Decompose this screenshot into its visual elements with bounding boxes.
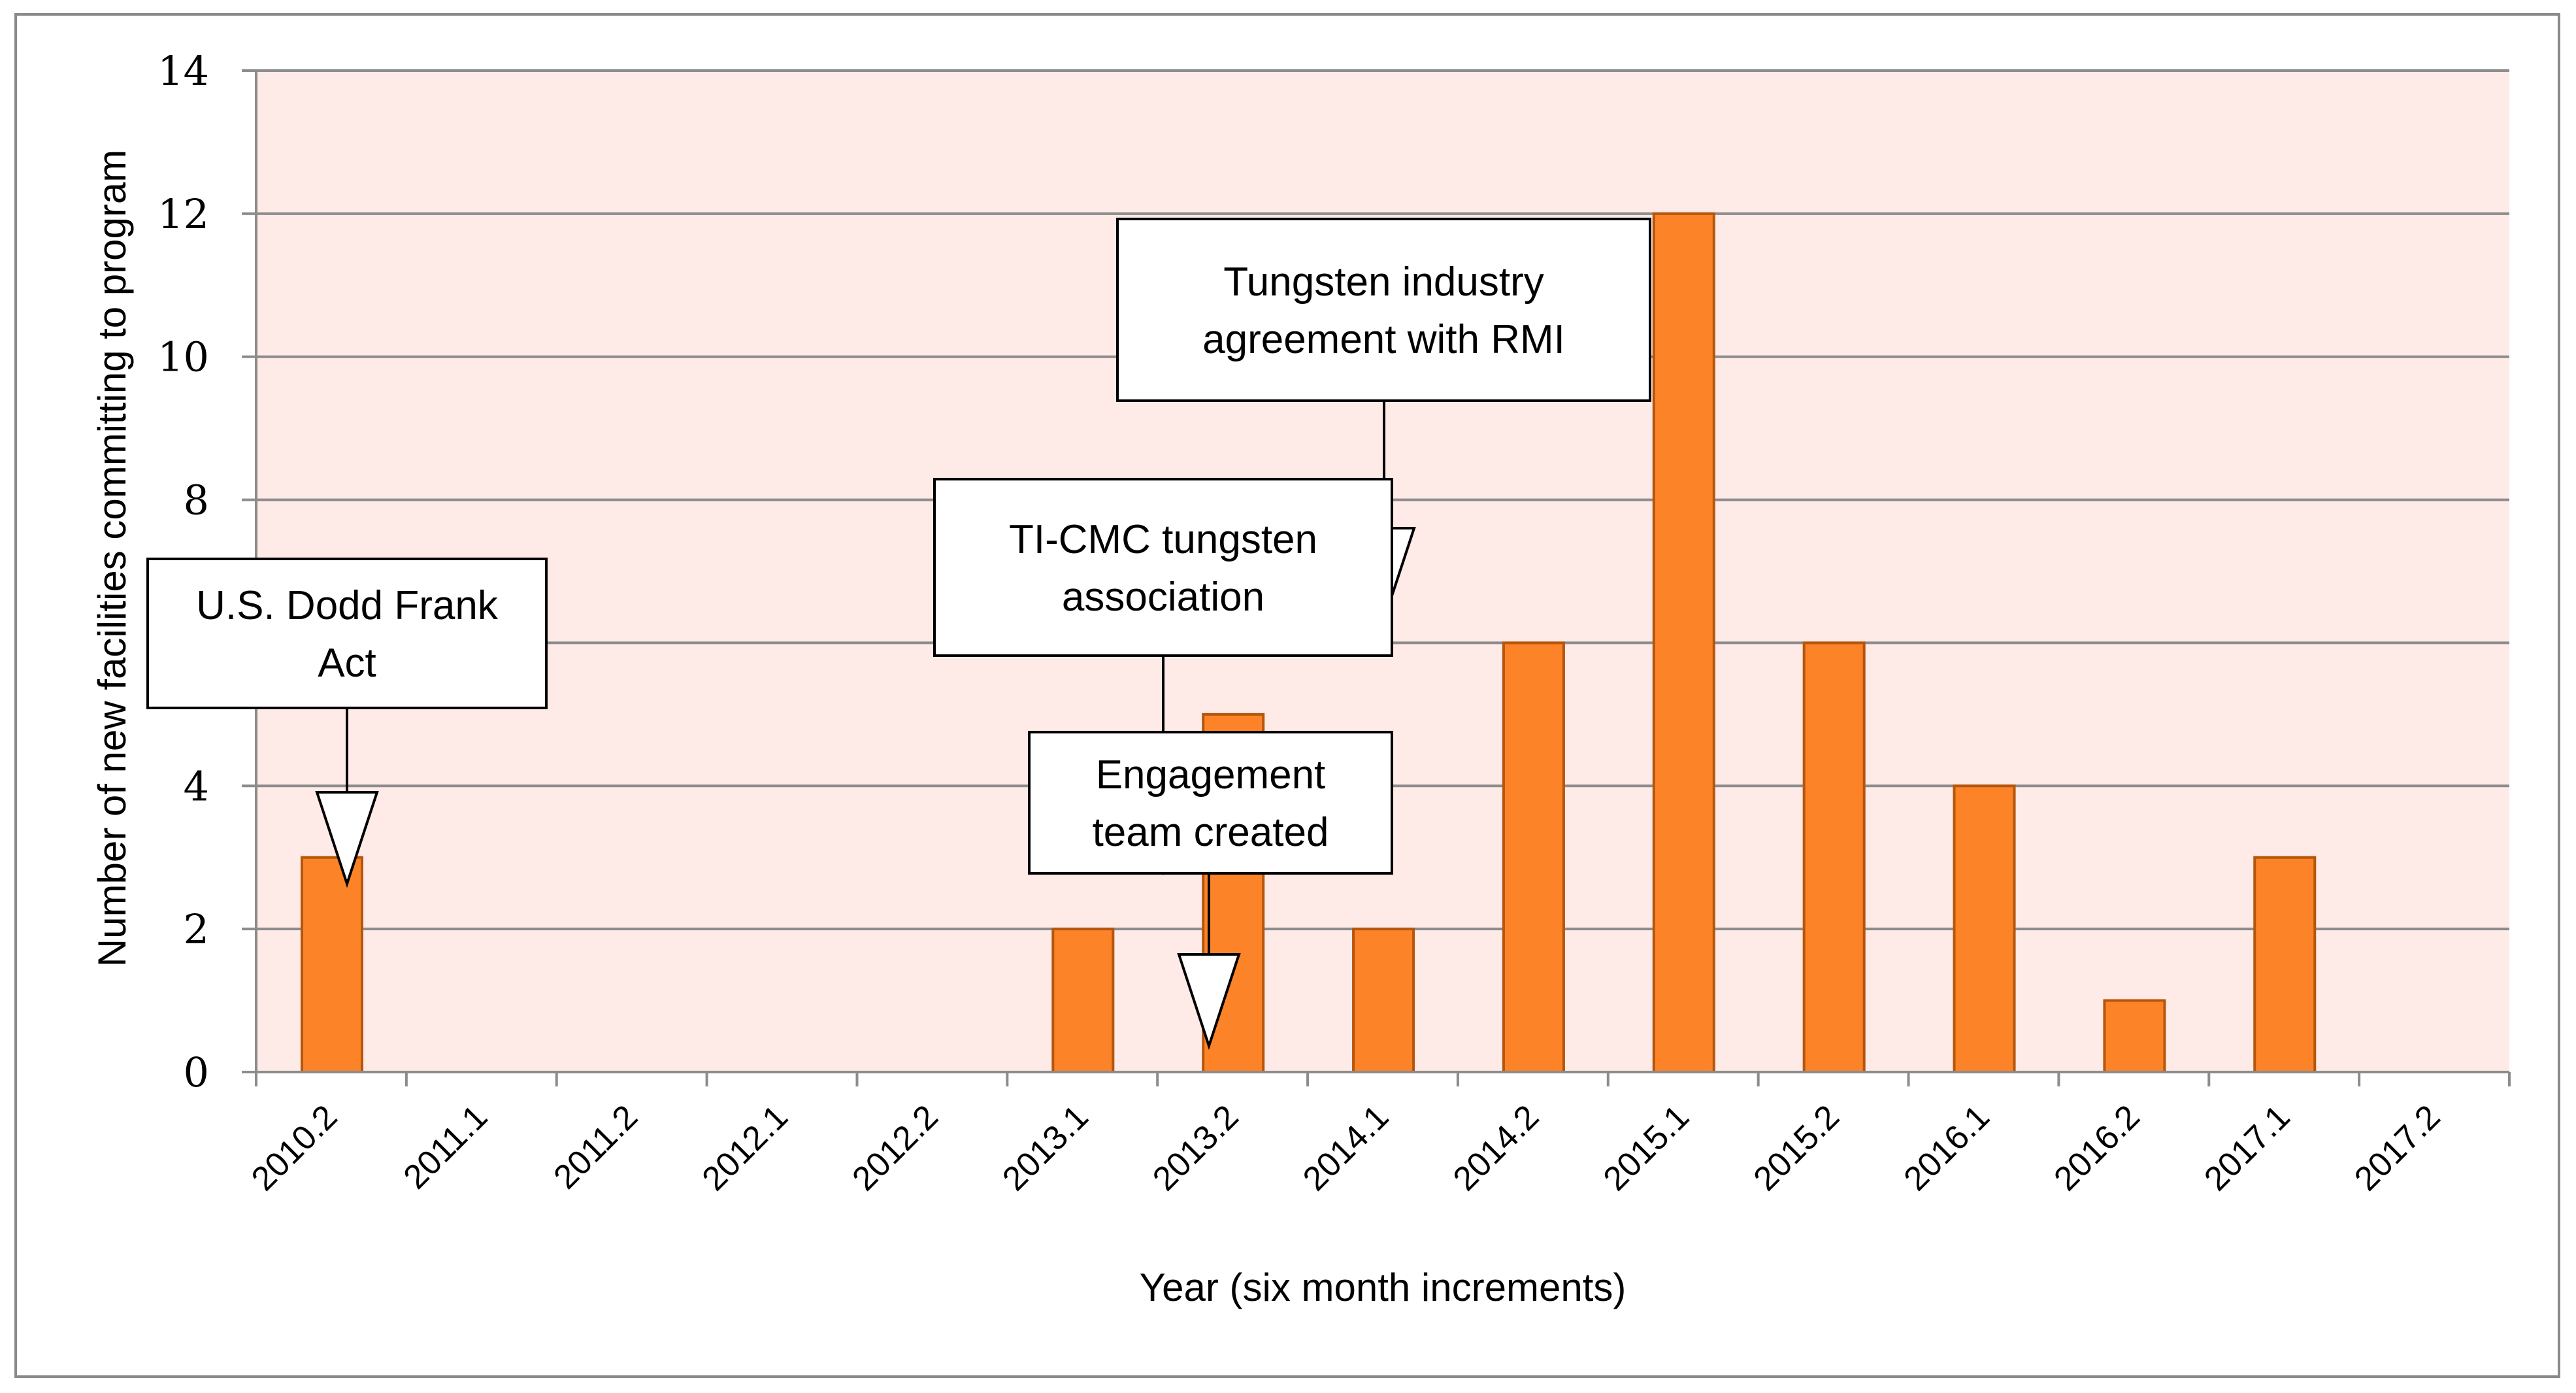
x-tick-label: 2017.2 — [2347, 1098, 2447, 1198]
bar — [2253, 856, 2317, 1073]
x-tick-label: 2013.2 — [1146, 1098, 1246, 1198]
y-tick-label: 8 — [184, 477, 209, 524]
callout-box — [1028, 731, 1393, 875]
x-tick-label: 2016.1 — [1896, 1098, 1996, 1198]
callout-text: association — [1062, 575, 1264, 620]
y-axis-title: Number of new facilities committing to p… — [90, 150, 134, 967]
callout-text: Act — [318, 641, 376, 686]
annotation-callout: U.S. Dodd Frank Act — [146, 558, 548, 888]
x-tick-label: 2010.2 — [244, 1098, 344, 1198]
x-axis-title: Year (six month increments) — [1140, 1266, 1627, 1309]
y-tick-label: 2 — [184, 905, 209, 953]
y-tick-label: 4 — [184, 762, 209, 810]
bar — [1802, 641, 1866, 1073]
bar — [1953, 784, 2016, 1074]
callout-text: TI-CMC tungsten — [1009, 517, 1317, 562]
callout-arrow — [315, 791, 379, 888]
x-tick-label: 2014.2 — [1446, 1098, 1546, 1198]
annotation-callout: Engagement team created — [1028, 731, 1393, 1050]
bar — [1051, 928, 1115, 1073]
callout-text: Tungsten industry — [1223, 260, 1544, 305]
bar — [1502, 641, 1565, 1073]
bars — [301, 212, 2317, 1074]
y-tick-label: 14 — [157, 47, 209, 95]
x-tick-label: 2017.1 — [2197, 1098, 2297, 1198]
x-tick-label: 2012.1 — [695, 1098, 795, 1198]
y-tick-label: 10 — [157, 333, 209, 381]
x-tick-label: 2014.1 — [1296, 1098, 1396, 1198]
x-tick-label: 2015.2 — [1747, 1098, 1847, 1198]
x-tick-label: 2015.1 — [1596, 1098, 1696, 1198]
bar — [301, 856, 363, 1073]
bar — [1652, 212, 1715, 1073]
callout-text: Engagement — [1096, 752, 1326, 797]
x-tick-label: 2012.2 — [845, 1098, 945, 1198]
x-tick-label: 2013.1 — [995, 1098, 1095, 1198]
callout-text: U.S. Dodd Frank — [196, 583, 499, 628]
bar — [1352, 928, 1415, 1073]
callout-text: team created — [1093, 810, 1329, 855]
y-tick-labels: 0 2 4 8 10 12 14 — [157, 47, 209, 1096]
y-tick-label: 12 — [157, 190, 209, 238]
callout-box — [1116, 218, 1651, 402]
x-tick-label: 2011.2 — [546, 1098, 645, 1196]
y-tick-label: 0 — [184, 1049, 209, 1096]
callout-arrow — [1177, 953, 1241, 1050]
x-tick-labels: 2010.2 2011.1 2011.2 2012.1 2012.2 2013.1 2013… — [244, 1098, 2448, 1198]
callout-box — [146, 558, 548, 709]
annotations: U.S. Dodd Frank Act Tungsten industry agree… — [146, 218, 1651, 1050]
callout-text: agreement with RMI — [1202, 317, 1565, 362]
x-tick-label: 2011.1 — [397, 1098, 495, 1196]
bar — [2103, 999, 2166, 1073]
callout-box — [933, 478, 1393, 657]
x-tick-label: 2016.2 — [2047, 1098, 2147, 1198]
